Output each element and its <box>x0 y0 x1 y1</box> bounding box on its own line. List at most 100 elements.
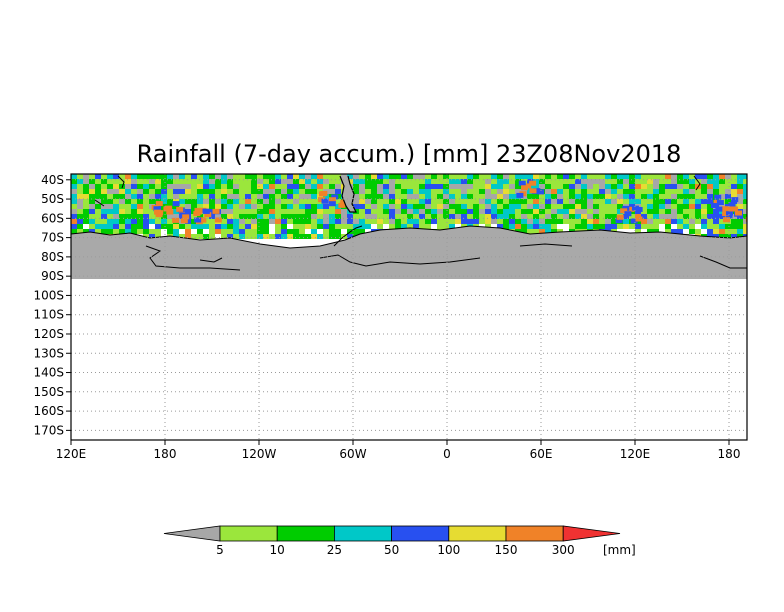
rain-cell <box>455 179 461 184</box>
rain-cell <box>575 194 581 199</box>
rain-cell <box>119 174 125 179</box>
rain-cell <box>557 209 563 214</box>
rain-cell <box>107 199 113 204</box>
rain-cell <box>479 189 485 194</box>
rain-cell <box>83 184 89 189</box>
rain-cell <box>665 209 671 214</box>
rain-cell <box>683 184 689 189</box>
rain-cell <box>269 174 275 179</box>
rain-cell <box>347 179 353 184</box>
colorbar-legend: 5 10 25 50 100 150 300 <box>163 525 621 557</box>
rain-cell <box>257 229 263 234</box>
rain-cell <box>539 214 545 219</box>
rain-cell <box>689 214 695 219</box>
rain-cell <box>167 189 173 194</box>
rain-cell <box>287 174 293 179</box>
rain-cell <box>83 229 89 234</box>
rain-cell <box>365 189 371 194</box>
rain-cell <box>683 204 689 209</box>
rain-cell <box>317 174 323 179</box>
rain-cell <box>245 189 251 194</box>
rain-cell <box>371 194 377 199</box>
rain-cell <box>161 179 167 184</box>
rain-cell <box>239 194 245 199</box>
rain-cell <box>197 234 203 239</box>
rain-cell <box>545 199 551 204</box>
rain-cell <box>479 179 485 184</box>
rain-cell <box>185 189 191 194</box>
rain-cell <box>641 199 647 204</box>
heavy-rain-cell <box>521 185 529 191</box>
rain-cell <box>599 214 605 219</box>
rain-cell <box>647 189 653 194</box>
rain-cell <box>497 204 503 209</box>
heavy-rain-cell <box>635 206 643 212</box>
colorbar-level-label: 5 <box>216 543 224 557</box>
rain-cell <box>569 194 575 199</box>
rain-cell <box>311 209 317 214</box>
rain-cell <box>677 199 683 204</box>
rain-cell <box>473 174 479 179</box>
rain-cell <box>737 184 743 189</box>
rain-cell <box>317 204 323 209</box>
rain-cell <box>107 179 113 184</box>
rain-cell <box>359 219 365 224</box>
rain-cell <box>461 209 467 214</box>
rain-cell <box>257 219 263 224</box>
ross-ice-shelf-outline <box>145 243 747 271</box>
rain-cell <box>593 174 599 179</box>
rain-cell <box>179 174 185 179</box>
rain-cell <box>509 224 515 229</box>
rain-cell <box>557 199 563 204</box>
rain-cell <box>635 179 641 184</box>
rain-cell <box>653 199 659 204</box>
rain-cell <box>71 224 77 229</box>
heavy-rain-cell <box>214 217 222 223</box>
rain-cell <box>593 219 599 224</box>
rain-cell <box>197 174 203 179</box>
rain-cell <box>623 174 629 179</box>
rain-cell <box>161 174 167 179</box>
rain-cell <box>389 214 395 219</box>
rain-cell <box>563 174 569 179</box>
rain-cell <box>725 229 731 234</box>
rain-cell <box>119 189 125 194</box>
rain-cell <box>581 214 587 219</box>
rain-cell <box>353 224 359 229</box>
rain-cell <box>437 189 443 194</box>
rain-cell <box>581 174 587 179</box>
rain-cell <box>401 179 407 184</box>
rain-cell <box>305 189 311 194</box>
rain-cell <box>683 174 689 179</box>
rain-cell <box>299 199 305 204</box>
rain-cell <box>143 224 149 229</box>
rain-cell <box>563 194 569 199</box>
rain-cell <box>209 209 215 214</box>
rain-cell <box>239 229 245 234</box>
rain-cell <box>611 204 617 209</box>
rain-cell <box>293 224 299 229</box>
rain-cell <box>617 189 623 194</box>
rain-cell <box>407 184 413 189</box>
rain-cell <box>401 194 407 199</box>
rain-cell <box>179 189 185 194</box>
rain-cell <box>671 189 677 194</box>
rain-cell <box>335 174 341 179</box>
rain-cell <box>605 174 611 179</box>
rain-cell <box>503 214 509 219</box>
rain-cell <box>641 214 647 219</box>
heavy-rain-cell <box>715 206 723 212</box>
rain-cell <box>509 189 515 194</box>
rain-cell <box>359 174 365 179</box>
rain-cell <box>251 199 257 204</box>
rain-cell <box>389 209 395 214</box>
rain-cell <box>635 184 641 189</box>
rain-cell <box>557 184 563 189</box>
rain-cell <box>71 229 77 234</box>
y-tick-label: 160S <box>33 404 64 418</box>
rain-cell <box>569 179 575 184</box>
rain-cell <box>83 194 89 199</box>
rain-cell <box>467 179 473 184</box>
gridlines <box>71 174 747 440</box>
rain-cell <box>143 189 149 194</box>
